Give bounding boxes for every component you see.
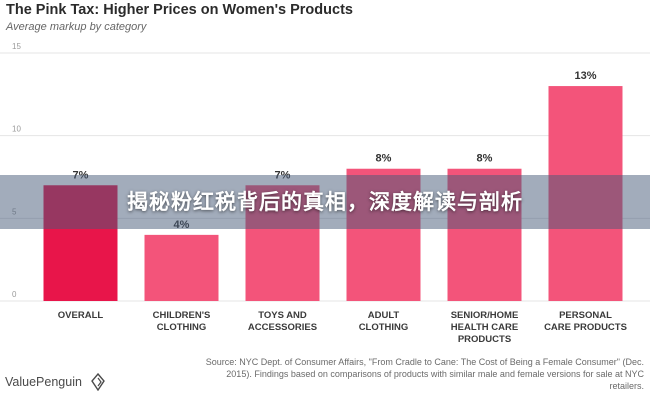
value-label: 8% xyxy=(376,153,392,165)
overlay-banner xyxy=(0,175,650,229)
category-label: CARE PRODUCTS xyxy=(544,322,627,333)
value-label: 8% xyxy=(477,153,493,165)
category-label: CLOTHING xyxy=(359,322,409,333)
overlay-banner-text: 揭秘粉红税背后的真相，深度解读与剖析 xyxy=(127,190,523,214)
bar xyxy=(144,234,219,301)
y-tick-label: 0 xyxy=(12,290,17,299)
category-label: PRODUCTS xyxy=(458,334,511,345)
category-label: OVERALL xyxy=(58,310,104,321)
category-label: ACCESSORIES xyxy=(248,322,317,333)
y-tick-label: 15 xyxy=(12,42,21,51)
brand-name: ValuePenguin xyxy=(5,375,82,389)
category-label: TOYS AND xyxy=(258,310,307,321)
bar-chart: 051015 7%4%7%8%8%13% OVERALLCHILDREN'SCL… xyxy=(0,42,650,345)
value-label: 13% xyxy=(574,70,596,82)
source-note: Source: NYC Dept. of Consumer Affairs, "… xyxy=(205,357,644,391)
category-label: HEALTH CARE xyxy=(451,322,518,333)
penguin-logo-icon xyxy=(91,373,105,391)
chart-title: The Pink Tax: Higher Prices on Women's P… xyxy=(6,2,353,18)
category-label: ADULT xyxy=(368,310,400,321)
category-label: PERSONAL xyxy=(559,310,612,321)
category-label: CLOTHING xyxy=(157,322,207,333)
category-label: CHILDREN'S xyxy=(153,310,211,321)
category-label: SENIOR/HOME xyxy=(451,310,519,321)
chart-subtitle: Average markup by category xyxy=(6,21,147,33)
y-axis-ticks: 051015 xyxy=(12,42,21,299)
y-tick-label: 10 xyxy=(12,125,21,134)
